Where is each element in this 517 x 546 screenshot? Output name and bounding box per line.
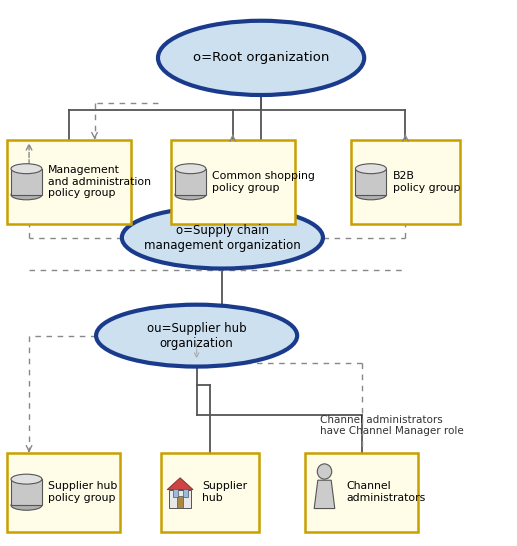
FancyBboxPatch shape bbox=[7, 140, 131, 224]
Polygon shape bbox=[314, 480, 335, 508]
FancyBboxPatch shape bbox=[355, 169, 386, 195]
FancyBboxPatch shape bbox=[7, 453, 120, 532]
Text: Supplier
hub: Supplier hub bbox=[202, 482, 247, 503]
Ellipse shape bbox=[11, 474, 42, 484]
FancyBboxPatch shape bbox=[305, 453, 418, 532]
Text: Channel
administrators: Channel administrators bbox=[346, 482, 425, 503]
FancyBboxPatch shape bbox=[183, 489, 188, 496]
FancyBboxPatch shape bbox=[11, 479, 42, 505]
Text: Common shopping
policy group: Common shopping policy group bbox=[212, 171, 315, 193]
Text: Supplier hub
policy group: Supplier hub policy group bbox=[48, 482, 117, 503]
FancyBboxPatch shape bbox=[169, 490, 191, 508]
Ellipse shape bbox=[96, 305, 297, 366]
Text: Management
and administration
policy group: Management and administration policy gro… bbox=[48, 165, 151, 198]
FancyBboxPatch shape bbox=[175, 169, 206, 195]
FancyBboxPatch shape bbox=[171, 140, 295, 224]
FancyBboxPatch shape bbox=[177, 496, 183, 508]
Text: Channel administrators
have Channel Manager role: Channel administrators have Channel Mana… bbox=[321, 415, 464, 436]
FancyBboxPatch shape bbox=[11, 169, 42, 195]
Ellipse shape bbox=[11, 190, 42, 200]
Ellipse shape bbox=[11, 500, 42, 511]
Ellipse shape bbox=[175, 164, 206, 174]
FancyBboxPatch shape bbox=[173, 489, 178, 496]
Ellipse shape bbox=[11, 164, 42, 174]
Text: B2B
policy group: B2B policy group bbox=[392, 171, 460, 193]
FancyBboxPatch shape bbox=[161, 453, 258, 532]
FancyBboxPatch shape bbox=[352, 140, 460, 224]
Text: ou=Supplier hub
organization: ou=Supplier hub organization bbox=[147, 322, 247, 349]
Polygon shape bbox=[167, 478, 193, 490]
Ellipse shape bbox=[355, 164, 386, 174]
Ellipse shape bbox=[158, 21, 364, 95]
Ellipse shape bbox=[175, 190, 206, 200]
Text: o=Root organization: o=Root organization bbox=[193, 51, 329, 64]
Ellipse shape bbox=[122, 206, 323, 269]
Text: o=Supply chain
management organization: o=Supply chain management organization bbox=[144, 224, 301, 252]
Circle shape bbox=[317, 464, 332, 479]
Ellipse shape bbox=[355, 190, 386, 200]
